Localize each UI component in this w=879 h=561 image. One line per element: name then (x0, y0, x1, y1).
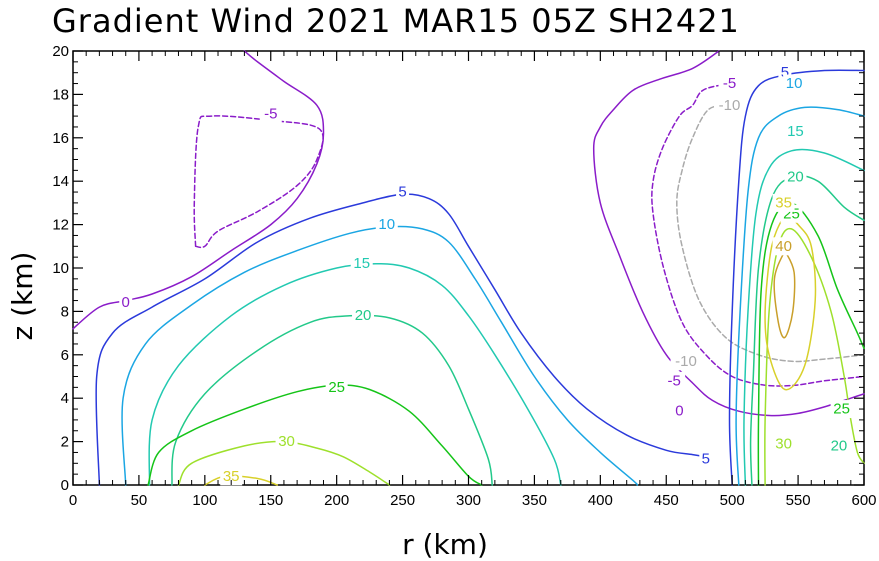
contour-layer (72, 50, 865, 486)
contour-label-bg (830, 400, 853, 419)
contour-line-neg5 (651, 82, 865, 387)
y-axis-title: z (km) (6, 252, 39, 341)
contour-label: 25 (328, 379, 345, 396)
x-tick-label: 500 (720, 492, 745, 509)
contour-label-bg (670, 352, 702, 371)
contour-label-bg (350, 254, 373, 273)
x-tick-label: 150 (258, 492, 283, 509)
y-tick-label: 16 (52, 130, 69, 147)
contour-label: 20 (831, 437, 848, 454)
contour-line-20 (749, 174, 865, 486)
contour-line-35 (764, 213, 817, 391)
contour-line-15 (148, 262, 562, 486)
x-tick-label: 0 (69, 492, 77, 509)
contour-label: 10 (786, 75, 803, 92)
contour-label: 15 (353, 255, 370, 272)
contour-label: 25 (833, 401, 850, 418)
contour-label-bg (352, 306, 375, 325)
y-tick-label: 6 (61, 347, 69, 364)
contour-label-bg (784, 122, 807, 141)
contour-line-0 (72, 50, 325, 330)
contour-label-bg (663, 371, 686, 390)
contour-label-bg (772, 193, 795, 212)
contour-label: 30 (278, 433, 295, 450)
y-tick-label: 4 (61, 390, 69, 407)
contour-label: 40 (775, 238, 792, 255)
contour-label: 5 (398, 184, 406, 201)
contour-label-bg (714, 96, 746, 115)
contour-line-5 (728, 69, 865, 486)
y-tick-label: 12 (52, 217, 69, 234)
contour-label-bg (718, 74, 741, 93)
y-tick-label: 10 (52, 260, 69, 277)
contour-label-bg (220, 467, 243, 486)
contour-label-bg (699, 449, 713, 468)
x-tick-label: 300 (456, 492, 481, 509)
x-tick-label: 50 (131, 492, 148, 509)
contour-line-15 (743, 148, 865, 486)
contour-line-neg10 (676, 104, 865, 363)
contour-label: 30 (775, 435, 792, 452)
x-tick-label: 350 (522, 492, 547, 509)
contour-line-40 (773, 249, 796, 339)
x-axis-title: r (km) (402, 528, 488, 561)
contour-line-10 (735, 106, 865, 486)
contour-label-bg (275, 432, 298, 451)
contour-label: 15 (787, 123, 804, 140)
contour-label: 5 (781, 64, 789, 81)
contour-label: 35 (775, 194, 792, 211)
contour-label-bg (375, 215, 398, 234)
contour-label-bg (784, 167, 807, 186)
contour-label: 0 (675, 403, 683, 420)
contour-label-bg (783, 74, 806, 93)
contour-label-bg (259, 104, 282, 123)
contour-label-layer: 00-5-5-5-10-1055101520253035510152020252… (119, 63, 853, 486)
contour-label-bg (396, 183, 410, 202)
contour-label: -5 (264, 105, 277, 122)
y-tick-label: 0 (61, 477, 69, 494)
x-tick-label: 400 (588, 492, 613, 509)
y-tick-label: 18 (52, 86, 69, 103)
x-tick-label: 200 (324, 492, 349, 509)
contour-label: 35 (223, 468, 240, 485)
contour-label: -5 (667, 372, 680, 389)
x-tick-label: 550 (786, 492, 811, 509)
y-tick-label: 8 (61, 303, 69, 320)
contour-line-30 (177, 440, 391, 486)
contour-label: 5 (702, 450, 710, 467)
chart-title: Gradient Wind 2021 MAR15 05Z SH2421 (52, 2, 740, 40)
contour-label-bg (672, 402, 686, 421)
x-tick-label: 100 (192, 492, 217, 509)
contour-label: -10 (675, 353, 697, 370)
contour-label-bg (119, 293, 133, 312)
contour-line-25 (147, 384, 483, 486)
contour-label-bg (325, 378, 348, 397)
contour-label: 20 (787, 168, 804, 185)
contour-line-20 (171, 314, 493, 486)
contour-line-5 (95, 193, 707, 486)
contour-line-neg5 (193, 115, 324, 249)
x-tick-label: 250 (390, 492, 415, 509)
y-tick-label: 14 (52, 173, 69, 190)
contour-label: -5 (723, 75, 736, 92)
contour-label-bg (772, 434, 795, 453)
contour-label: -10 (719, 97, 741, 114)
contour-label: 10 (378, 216, 395, 233)
x-tick-label: 600 (851, 492, 876, 509)
contour-line-10 (121, 225, 639, 486)
contour-label-bg (772, 237, 795, 256)
x-axis: 0 50 100 150 200 250 300 350 400 450 500 550 600 (69, 51, 877, 509)
contour-label-bg (827, 436, 850, 455)
contour-line-30 (764, 227, 865, 486)
contour-label: 20 (355, 307, 372, 324)
y-tick-label: 2 (61, 434, 69, 451)
contour-label: 0 (122, 294, 130, 311)
y-axis: 0 2 4 6 8 10 12 14 16 18 20 (52, 43, 864, 494)
contour-line-0 (592, 50, 865, 417)
y-tick-label: 20 (52, 43, 69, 60)
x-tick-label: 450 (654, 492, 679, 509)
